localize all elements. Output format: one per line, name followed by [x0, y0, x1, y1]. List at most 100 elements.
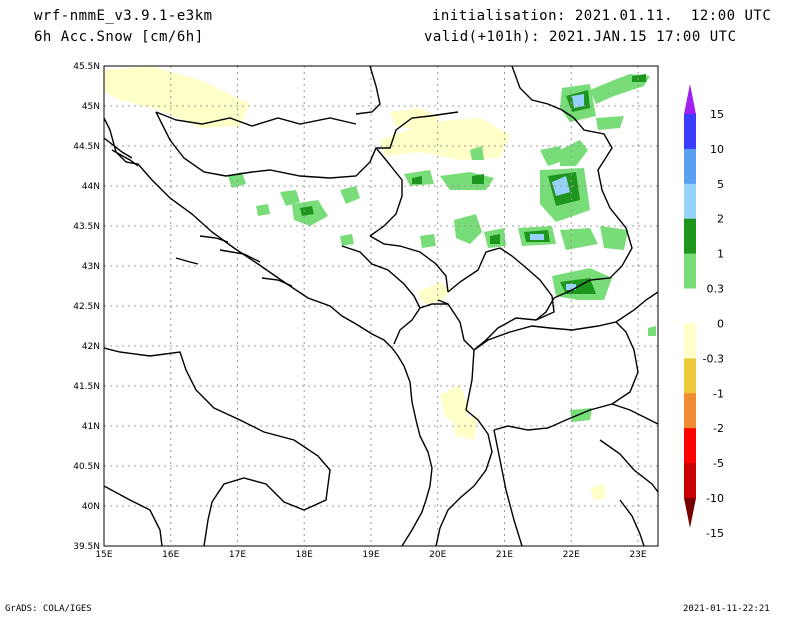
grid-lines — [104, 66, 658, 546]
legend-color-box — [684, 288, 696, 324]
country-border — [369, 235, 449, 293]
legend-color-box — [684, 253, 696, 290]
latitude-label: 40N — [82, 502, 100, 512]
snow-negative-area — [418, 282, 452, 304]
latitude-label: 44N — [82, 182, 100, 192]
country-border — [435, 349, 493, 546]
latitude-label: 42N — [82, 342, 100, 352]
snow-light-area — [420, 234, 436, 248]
country-border — [341, 245, 421, 345]
grads-credit: GrADS: COLA/IGES — [5, 604, 92, 614]
country-border — [473, 321, 639, 431]
snow-light-area — [340, 234, 354, 246]
legend-label: -0.3 — [703, 352, 724, 365]
snow-light-area — [256, 204, 270, 216]
snow-light-area — [648, 326, 656, 336]
greek-coastline — [493, 429, 523, 546]
snow-light-area — [454, 214, 482, 244]
snow-light-area — [340, 186, 360, 204]
latitude-label: 39.5N — [73, 542, 100, 552]
longitude-label: 16E — [162, 550, 179, 560]
longitude-label: 17E — [229, 550, 246, 560]
field-title: 6h Acc.Snow [cm/6h] — [34, 29, 204, 45]
snow-negative-area — [590, 484, 606, 500]
legend-arrow-bottom — [684, 498, 696, 528]
island — [104, 137, 133, 159]
valid-time: valid(+101h): 2021.JAN.15 17:00 UTC — [424, 29, 737, 45]
legend-arrow-top — [684, 84, 696, 114]
snow-light-area — [596, 116, 624, 130]
italian-coastline — [104, 485, 163, 546]
snow-moderate-area — [490, 234, 500, 244]
longitude-labels: 15E 16E 17E 18E 19E 20E 21E 22E 23E — [95, 550, 646, 560]
color-legend: 15 10 5 2 1 0.3 0 -0.3 -1 -2 -5 -10 -15 — [684, 84, 724, 540]
snow-light-area — [560, 140, 588, 166]
island — [175, 257, 199, 265]
legend-color-box — [684, 428, 696, 464]
island — [219, 249, 261, 263]
legend-label: 10 — [710, 143, 724, 156]
latitude-label: 45.5N — [73, 62, 100, 72]
latitude-label: 42.5N — [73, 302, 100, 312]
legend-label: 15 — [710, 108, 724, 121]
island — [261, 277, 293, 287]
latitude-label: 43N — [82, 262, 100, 272]
map-frame — [103, 65, 659, 547]
legend-color-box — [684, 148, 696, 185]
snow-heavy-area — [572, 94, 584, 108]
longitude-label: 15E — [95, 550, 112, 560]
longitude-label: 20E — [429, 550, 446, 560]
legend-label: -2 — [713, 422, 724, 435]
longitude-label: 19E — [362, 550, 379, 560]
latitude-labels: 45.5N 45N 44.5N 44N 43.5N 43N 42.5N 42N 41.5N 41N… — [73, 62, 100, 552]
island — [199, 235, 229, 243]
legend-label: 2 — [717, 213, 724, 226]
legend-color-box — [684, 393, 696, 429]
legend-label: -15 — [706, 527, 724, 540]
longitude-label: 18E — [296, 550, 313, 560]
coastlines-and-borders — [104, 66, 658, 546]
legend-label: -10 — [706, 492, 724, 505]
latitude-label: 45N — [82, 102, 100, 112]
snow-moderate-area — [300, 206, 314, 216]
country-border — [437, 247, 555, 351]
legend-label: 1 — [717, 248, 724, 261]
greek-coastline — [599, 439, 658, 493]
snow-light-area — [470, 146, 484, 160]
legend-label: -5 — [713, 457, 724, 470]
legend-color-box — [684, 183, 696, 220]
plot-timestamp: 2021-01-11-22:21 — [683, 604, 770, 614]
island — [111, 149, 139, 167]
legend-label: 5 — [717, 178, 724, 191]
longitude-label: 21E — [496, 550, 513, 560]
snow-light-area — [280, 190, 300, 206]
legend-color-box — [684, 463, 696, 499]
legend-label: 0.3 — [707, 283, 725, 296]
longitude-label: 22E — [563, 550, 580, 560]
adriatic-coastline — [104, 117, 433, 546]
country-border — [369, 147, 403, 237]
latitude-label: 40.5N — [73, 462, 100, 472]
snow-moderate-area — [632, 74, 646, 82]
latitude-label: 41N — [82, 422, 100, 432]
country-border — [419, 303, 448, 309]
latitude-label: 41.5N — [73, 382, 100, 392]
snow-light-area — [540, 146, 566, 166]
snow-moderate-area — [412, 176, 422, 184]
country-border — [611, 403, 658, 425]
snow-light-area — [560, 228, 598, 250]
legend-label: 0 — [717, 317, 724, 330]
country-border — [155, 111, 357, 127]
country-border — [355, 66, 381, 115]
country-border — [615, 291, 658, 323]
legend-color-box — [684, 323, 696, 359]
snow-light-area — [600, 226, 628, 250]
snow-negative-area — [452, 415, 478, 440]
latitude-label: 44.5N — [73, 142, 100, 152]
snow-negative-area — [440, 385, 470, 425]
country-border — [511, 66, 633, 321]
legend-color-box — [684, 114, 696, 150]
snow-field-layer — [104, 66, 656, 500]
snow-light-area — [440, 172, 494, 190]
